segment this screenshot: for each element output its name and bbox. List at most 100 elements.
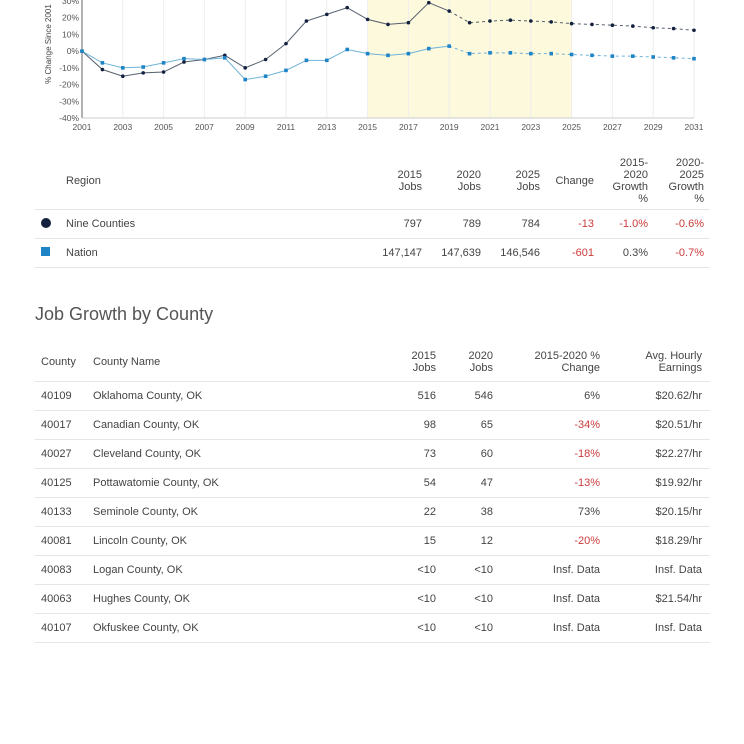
- data-point: [590, 22, 594, 27]
- data-point: [243, 77, 247, 82]
- table-row: 40109 Oklahoma County, OK 516 546 6% $20…: [35, 381, 710, 411]
- jobs-2015: 98: [373, 410, 440, 440]
- county-name: Okfuskee County, OK: [93, 613, 373, 643]
- data-point: [467, 51, 472, 56]
- data-point: [223, 56, 227, 60]
- jobs-2020: <10: [440, 584, 497, 614]
- data-point: [569, 52, 574, 57]
- data-point: [386, 22, 390, 27]
- data-point: [549, 20, 553, 24]
- x-tick-label: 2003: [113, 122, 132, 132]
- data-point: [569, 21, 574, 26]
- table-row: 40125 Pottawatomie County, OK 54 47 -13%…: [35, 468, 710, 498]
- data-point: [263, 74, 268, 79]
- table-row: 40107 Okfuskee County, OK <10 <10 Insf. …: [35, 613, 710, 643]
- jobs-2025: 146,546: [487, 238, 546, 268]
- y-axis-label: % Change Since 2001: [44, 4, 53, 84]
- county-code: 40081: [35, 526, 93, 556]
- region-name: Nine Counties: [66, 209, 371, 239]
- pct-change: -20%: [497, 526, 604, 556]
- pct-change: -13%: [497, 468, 604, 498]
- avg-hourly-earnings: $20.51/hr: [604, 410, 710, 440]
- jobs-2015: 54: [373, 468, 440, 498]
- jobs-2015: 516: [373, 381, 440, 411]
- jobs-2020: 60: [440, 439, 497, 469]
- data-point: [182, 56, 186, 61]
- data-point: [610, 54, 615, 58]
- county-code: 40109: [35, 381, 93, 411]
- avg-hourly-earnings: Insf. Data: [604, 613, 710, 643]
- data-point: [284, 41, 288, 46]
- y-tick-label: 30%: [62, 0, 79, 6]
- x-tick-label: 2011: [277, 122, 296, 132]
- data-point: [692, 56, 696, 61]
- growth-2020-2025: -0.6%: [654, 209, 710, 239]
- x-tick-label: 2013: [317, 122, 336, 132]
- jobs-2015: <10: [373, 584, 440, 614]
- county-code: 40125: [35, 468, 93, 498]
- table-row: 40133 Seminole County, OK 22 38 73% $20.…: [35, 497, 710, 527]
- pct-change: Insf. Data: [497, 584, 604, 614]
- data-point: [100, 67, 105, 72]
- growth-2015-2020: 0.3%: [600, 238, 654, 268]
- data-point: [182, 60, 186, 64]
- data-point: [141, 65, 145, 69]
- data-point: [386, 53, 390, 58]
- data-point: [488, 51, 492, 55]
- data-point: [304, 58, 309, 63]
- pct-change: Insf. Data: [497, 555, 604, 585]
- table-row: Nation 147,147 147,639 146,546 -601 0.3%…: [35, 238, 710, 268]
- data-point: [427, 0, 431, 5]
- jobs-2015: <10: [373, 613, 440, 643]
- table-row: 40027 Cleveland County, OK 73 60 -18% $2…: [35, 439, 710, 469]
- x-tick-label: 2001: [73, 122, 92, 132]
- county-name: Canadian County, OK: [93, 410, 373, 440]
- jobs-2015: <10: [373, 555, 440, 585]
- table-row: 40017 Canadian County, OK 98 65 -34% $20…: [35, 410, 710, 440]
- data-point: [508, 51, 513, 55]
- jobs-2015: 15: [373, 526, 440, 556]
- table-row: Nine Counties 797 789 784 -13 -1.0% -0.6…: [35, 209, 710, 239]
- data-point: [304, 19, 309, 23]
- data-point: [121, 66, 125, 70]
- x-tick-label: 2027: [603, 122, 622, 132]
- pct-change: 73%: [497, 497, 604, 527]
- pct-change: -34%: [497, 410, 604, 440]
- jobs-2020: 789: [428, 209, 487, 239]
- data-point: [325, 58, 329, 63]
- county-name: Pottawatomie County, OK: [93, 468, 373, 498]
- data-point: [447, 9, 452, 13]
- data-point: [243, 66, 247, 70]
- data-point: [651, 55, 655, 59]
- jobs-2020: 65: [440, 410, 497, 440]
- data-point: [263, 57, 268, 62]
- data-point: [529, 51, 533, 56]
- x-tick-label: 2015: [358, 122, 377, 132]
- circle-legend-icon: [41, 217, 51, 228]
- x-tick-label: 2025: [562, 122, 581, 132]
- x-tick-label: 2005: [154, 122, 173, 132]
- jobs-2020: <10: [440, 613, 497, 643]
- avg-hourly-earnings: $20.62/hr: [604, 381, 710, 411]
- data-point: [671, 26, 676, 31]
- growth-2015-2020: -1.0%: [600, 209, 654, 239]
- avg-hourly-earnings: $20.15/hr: [604, 497, 710, 527]
- county-name: Seminole County, OK: [93, 497, 373, 527]
- jobs-2015: 73: [373, 439, 440, 469]
- data-point: [345, 47, 349, 52]
- data-point: [651, 25, 655, 30]
- data-point: [692, 28, 696, 33]
- y-tick-label: 0%: [67, 46, 80, 56]
- header-avg-hourly-earnings: Avg. Hourly Earnings: [645, 350, 702, 374]
- x-tick-label: 2019: [440, 122, 459, 132]
- y-tick-label: 10%: [62, 29, 79, 39]
- table-row: 40081 Lincoln County, OK 15 12 -20% $18.…: [35, 526, 710, 556]
- header-region: Region: [66, 174, 101, 187]
- table-row: 40083 Logan County, OK <10 <10 Insf. Dat…: [35, 555, 710, 585]
- data-point: [631, 24, 635, 28]
- data-point: [488, 19, 492, 23]
- data-point: [121, 74, 125, 79]
- x-tick-label: 2023: [521, 122, 540, 132]
- data-point: [467, 20, 472, 25]
- jobs-2020: 147,639: [428, 238, 487, 268]
